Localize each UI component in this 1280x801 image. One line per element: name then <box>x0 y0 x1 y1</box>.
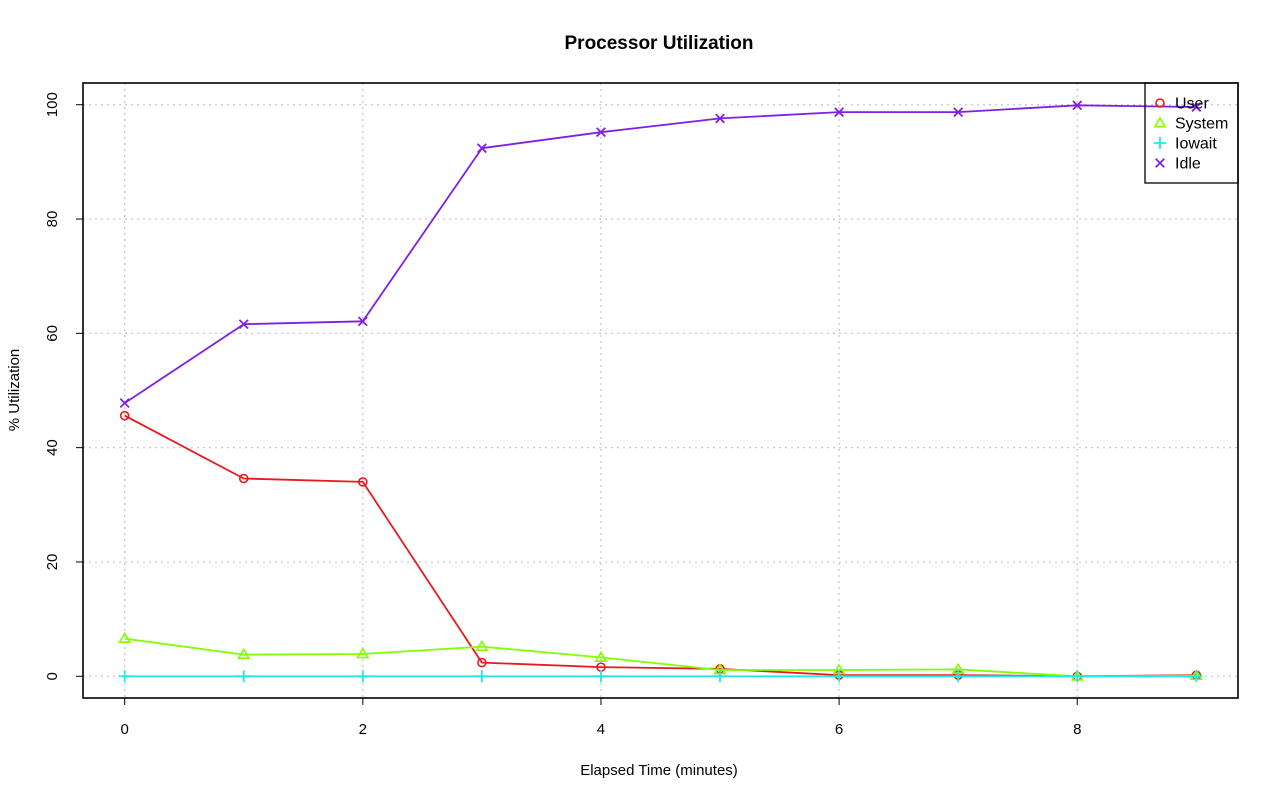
x-axis: 0 2 4 6 8 <box>121 697 1081 738</box>
data-point-user <box>477 657 487 668</box>
y-tick-label: 40 <box>44 439 61 456</box>
legend-label-user: User <box>1175 96 1209 113</box>
y-axis: 0 20 40 60 80 100 <box>44 92 84 680</box>
data-point-system <box>475 639 489 651</box>
legend: User System Iowait Idle <box>1144 82 1239 184</box>
series-line-system <box>124 637 1197 678</box>
data-point-iowait <box>952 670 965 683</box>
data-point-iowait <box>1190 670 1203 683</box>
y-tick-label: 20 <box>44 554 61 571</box>
data-point-idle <box>953 107 964 118</box>
data-point-system <box>356 647 370 659</box>
data-point-idle <box>476 143 487 154</box>
legend-label-iowait: Iowait <box>1175 136 1217 153</box>
series-line-user <box>124 414 1197 678</box>
legend-label-system: System <box>1175 116 1228 133</box>
data-point-idle <box>834 107 845 118</box>
series-idle <box>119 100 1202 409</box>
data-point-system <box>237 647 251 660</box>
x-axis-label: Elapsed Time (minutes) <box>580 762 738 779</box>
data-point-system <box>594 650 608 662</box>
series-iowait <box>118 670 1203 683</box>
data-point-idle <box>357 316 368 327</box>
series-line-idle <box>124 104 1197 404</box>
y-tick-label: 100 <box>44 92 61 117</box>
y-tick-label: 0 <box>44 672 61 680</box>
legend-marker-idle <box>1155 158 1165 168</box>
data-point-iowait <box>714 670 727 683</box>
grid-lines <box>83 83 1238 698</box>
x-tick-label: 2 <box>359 721 367 738</box>
x-tick-label: 8 <box>1073 721 1081 738</box>
data-point-user <box>119 410 130 421</box>
legend-marker-user <box>1155 98 1165 108</box>
data-point-iowait <box>594 670 607 683</box>
series-system <box>118 631 1203 681</box>
data-point-iowait <box>1071 670 1084 683</box>
x-tick-label: 6 <box>835 721 843 738</box>
y-tick-label: 60 <box>44 325 61 342</box>
data-point-user <box>358 477 368 487</box>
data-point-iowait <box>118 670 131 683</box>
data-point-iowait <box>475 670 488 683</box>
x-tick-label: 4 <box>597 721 605 738</box>
data-point-iowait <box>833 670 846 683</box>
legend-label-idle: Idle <box>1175 156 1201 173</box>
data-point-idle <box>1072 100 1083 111</box>
data-point-idle <box>715 113 725 124</box>
data-point-idle <box>238 319 249 330</box>
data-point-idle <box>596 127 606 138</box>
data-point-iowait <box>237 670 250 683</box>
data-point-user <box>238 473 249 484</box>
series-layer <box>118 100 1203 683</box>
y-axis-label: % Utilization <box>6 349 23 432</box>
legend-marker-system <box>1153 116 1167 128</box>
data-point-system <box>118 631 132 643</box>
data-point-idle <box>119 398 130 409</box>
data-point-idle <box>1191 102 1202 112</box>
plot-frame <box>82 82 1239 699</box>
chart-title: Processor Utilization <box>565 33 754 54</box>
legend-box <box>1144 82 1239 184</box>
y-tick-label: 80 <box>44 211 61 228</box>
data-point-iowait <box>356 670 369 683</box>
x-tick-label: 0 <box>121 721 129 738</box>
series-user <box>119 410 1202 682</box>
legend-marker-iowait <box>1154 137 1166 149</box>
